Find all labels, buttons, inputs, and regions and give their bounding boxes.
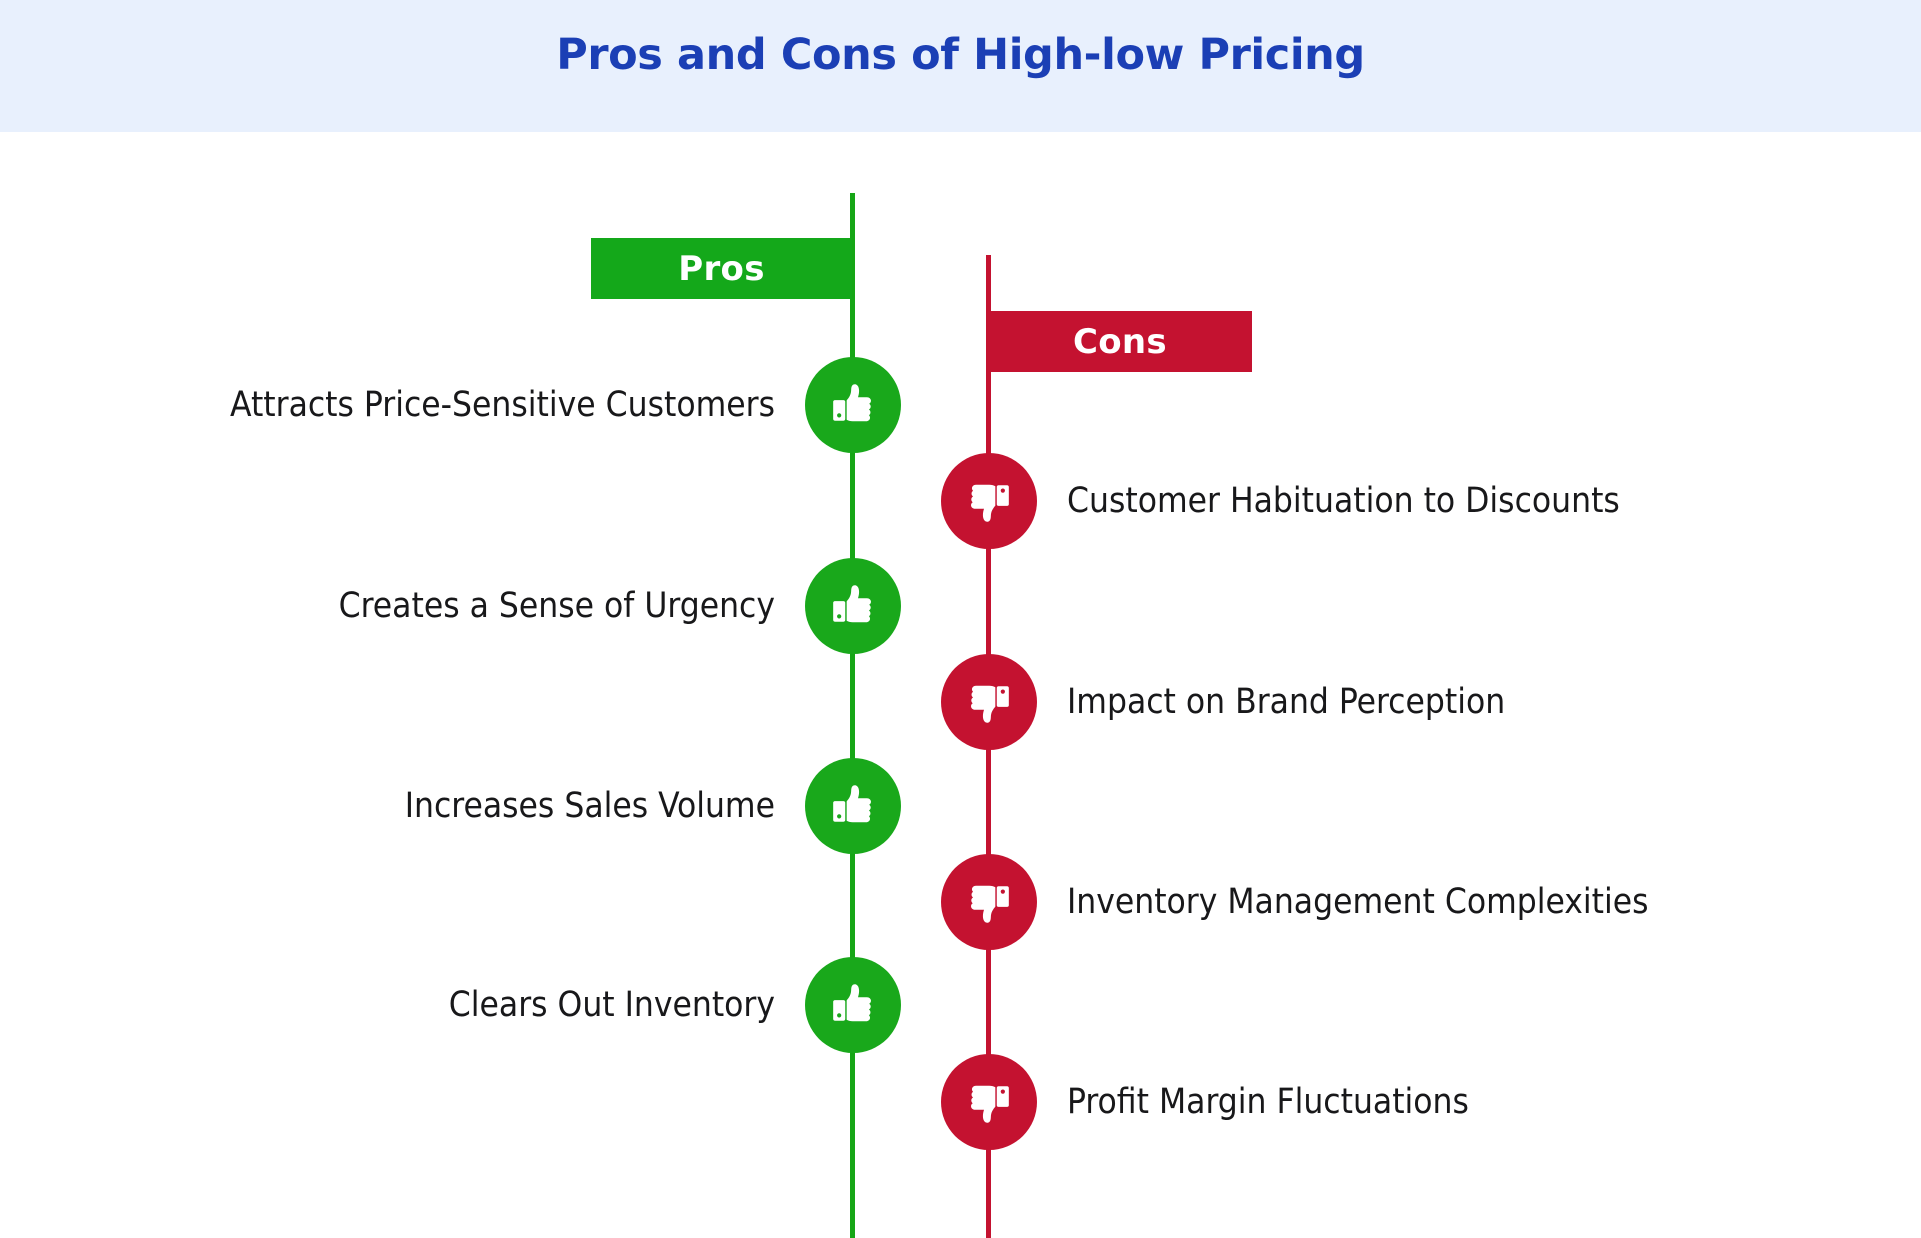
pros-timeline-spine — [850, 193, 855, 1238]
thumbs-down-icon — [941, 654, 1037, 750]
thumbs-up-icon — [805, 758, 901, 854]
pros-banner: Pros — [591, 238, 852, 299]
cons-item-label: Customer Habituation to Discounts — [1067, 480, 1620, 521]
thumbs-up-icon — [805, 558, 901, 654]
list-item: Profit Margin Fluctuations — [941, 1054, 1841, 1150]
header-band — [0, 0, 1921, 132]
pros-item-label: Increases Sales Volume — [404, 785, 775, 826]
thumbs-up-icon — [805, 957, 901, 1053]
list-item: Increases Sales Volume — [0, 758, 901, 854]
thumbs-down-icon — [941, 1054, 1037, 1150]
cons-item-label: Profit Margin Fluctuations — [1067, 1081, 1469, 1122]
pros-item-label: Clears Out Inventory — [448, 984, 775, 1025]
cons-item-label: Impact on Brand Perception — [1067, 681, 1506, 722]
thumbs-down-icon — [941, 453, 1037, 549]
cons-item-label: Inventory Management Complexities — [1067, 881, 1649, 922]
pros-item-label: Creates a Sense of Urgency — [338, 585, 775, 626]
pros-item-label: Attracts Price-Sensitive Customers — [230, 384, 775, 425]
pros-banner-label: Pros — [678, 248, 765, 289]
list-item: Impact on Brand Perception — [941, 654, 1841, 750]
cons-banner-label: Cons — [1073, 321, 1167, 362]
list-item: Attracts Price-Sensitive Customers — [0, 357, 901, 453]
list-item: Inventory Management Complexities — [941, 854, 1841, 950]
thumbs-up-icon — [805, 357, 901, 453]
page-title: Pros and Cons of High-low Pricing — [556, 30, 1365, 80]
thumbs-down-icon — [941, 854, 1037, 950]
list-item: Customer Habituation to Discounts — [941, 453, 1841, 549]
cons-banner: Cons — [988, 311, 1252, 372]
list-item: Creates a Sense of Urgency — [0, 558, 901, 654]
list-item: Clears Out Inventory — [0, 957, 901, 1053]
